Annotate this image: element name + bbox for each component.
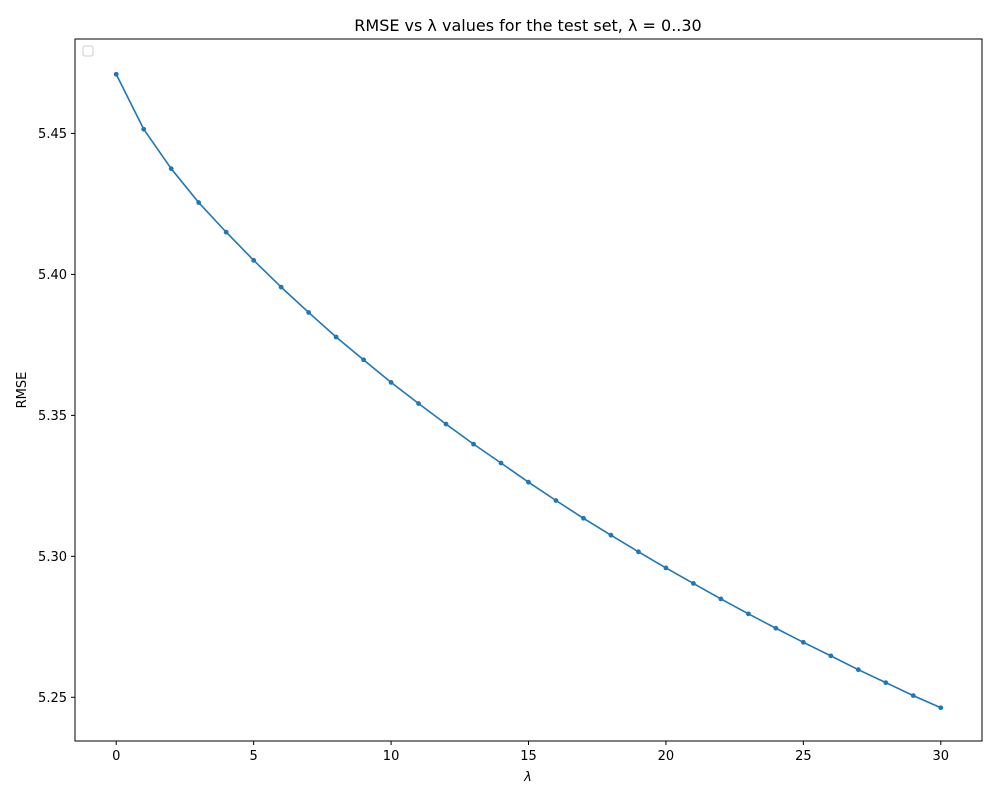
data-point <box>498 460 504 466</box>
data-point <box>553 498 559 503</box>
x-tick-label: 30 <box>932 749 949 764</box>
x-tick-label: 20 <box>658 749 675 764</box>
data-point <box>443 421 449 427</box>
data-point <box>141 126 147 132</box>
x-tick-label: 25 <box>795 749 812 764</box>
data-point <box>855 667 861 673</box>
data-point <box>526 479 531 485</box>
data-point <box>691 581 696 586</box>
y-tick-label: 5.25 <box>38 691 67 706</box>
data-point <box>113 71 119 77</box>
x-tick-label: 0 <box>112 749 120 764</box>
x-axis: 0 5 10 15 20 25 30 <box>112 741 949 764</box>
x-axis-label: λ <box>523 770 532 785</box>
data-point <box>636 549 641 555</box>
data-point <box>196 200 202 205</box>
legend-box <box>82 45 94 57</box>
data-point <box>388 379 394 385</box>
data-point <box>471 441 476 447</box>
data-point <box>251 257 257 263</box>
y-axis: 5.25 5.30 5.35 5.40 5.45 <box>38 127 75 706</box>
data-point <box>581 515 586 521</box>
data-point <box>745 611 751 617</box>
data-point <box>718 596 724 602</box>
x-tick-label: 5 <box>250 749 258 764</box>
data-point <box>361 357 366 363</box>
y-tick-label: 5.45 <box>38 127 67 142</box>
data-point <box>278 284 284 290</box>
data-point <box>800 639 806 645</box>
data-point <box>910 693 916 699</box>
data-point <box>608 532 614 538</box>
data-point <box>883 680 889 686</box>
data-point <box>938 705 944 711</box>
series-group <box>113 71 944 711</box>
y-tick-label: 5.40 <box>38 268 67 283</box>
chart-title: RMSE vs λ values for the test set, λ = 0… <box>354 16 701 35</box>
x-tick-label: 10 <box>383 749 400 764</box>
y-axis-label: RMSE <box>15 372 30 409</box>
data-point <box>333 334 339 340</box>
data-point <box>663 565 669 571</box>
data-point <box>416 401 421 406</box>
data-point <box>773 625 779 631</box>
data-point <box>223 229 229 235</box>
data-point <box>168 166 174 172</box>
data-point <box>306 310 312 315</box>
x-tick-label: 15 <box>520 749 537 764</box>
y-tick-label: 5.35 <box>38 409 67 424</box>
y-tick-label: 5.30 <box>38 550 67 565</box>
data-point <box>828 653 834 659</box>
